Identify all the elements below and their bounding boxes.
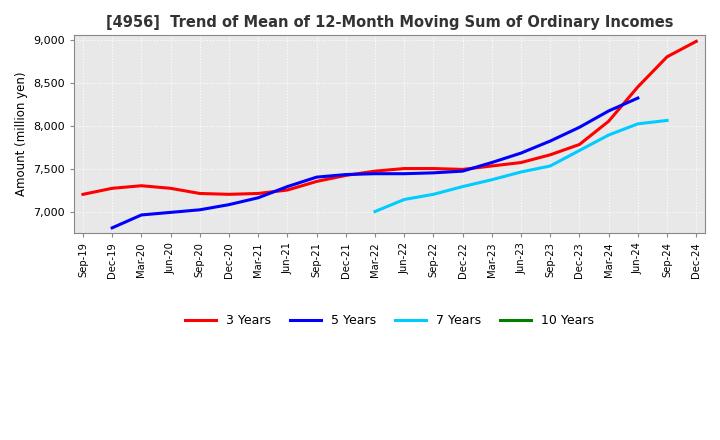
5 Years	[166, 210, 175, 215]
5 Years	[254, 195, 263, 200]
7 Years	[604, 132, 613, 138]
7 Years	[634, 121, 642, 126]
7 Years	[400, 197, 408, 202]
5 Years	[487, 160, 496, 165]
7 Years	[662, 118, 671, 123]
7 Years	[575, 148, 584, 153]
5 Years	[517, 150, 526, 156]
3 Years	[195, 191, 204, 196]
5 Years	[634, 95, 642, 101]
3 Years	[371, 169, 379, 174]
3 Years	[429, 166, 438, 171]
Line: 7 Years: 7 Years	[375, 121, 667, 212]
Title: [4956]  Trend of Mean of 12-Month Moving Sum of Ordinary Incomes: [4956] Trend of Mean of 12-Month Moving …	[106, 15, 673, 30]
5 Years	[546, 139, 554, 144]
3 Years	[108, 186, 117, 191]
3 Years	[459, 167, 467, 172]
5 Years	[604, 108, 613, 114]
Legend: 3 Years, 5 Years, 7 Years, 10 Years: 3 Years, 5 Years, 7 Years, 10 Years	[185, 314, 594, 327]
3 Years	[487, 163, 496, 169]
5 Years	[459, 169, 467, 174]
7 Years	[459, 184, 467, 189]
5 Years	[283, 184, 292, 189]
3 Years	[78, 192, 87, 197]
5 Years	[429, 170, 438, 176]
3 Years	[283, 187, 292, 193]
5 Years	[341, 172, 350, 177]
3 Years	[604, 119, 613, 124]
Line: 3 Years: 3 Years	[83, 41, 696, 194]
5 Years	[108, 225, 117, 231]
3 Years	[546, 152, 554, 158]
3 Years	[400, 166, 408, 171]
5 Years	[312, 175, 321, 180]
7 Years	[517, 169, 526, 175]
3 Years	[341, 173, 350, 178]
3 Years	[692, 39, 701, 44]
3 Years	[254, 191, 263, 196]
5 Years	[137, 213, 145, 218]
3 Years	[575, 142, 584, 147]
7 Years	[487, 177, 496, 182]
3 Years	[517, 160, 526, 165]
5 Years	[371, 171, 379, 176]
5 Years	[575, 125, 584, 130]
Y-axis label: Amount (million yen): Amount (million yen)	[15, 72, 28, 196]
7 Years	[429, 192, 438, 197]
3 Years	[225, 192, 233, 197]
3 Years	[166, 186, 175, 191]
5 Years	[195, 207, 204, 213]
5 Years	[225, 202, 233, 207]
7 Years	[546, 163, 554, 169]
Line: 5 Years: 5 Years	[112, 98, 638, 228]
3 Years	[662, 54, 671, 59]
5 Years	[400, 171, 408, 176]
3 Years	[634, 84, 642, 90]
3 Years	[137, 183, 145, 188]
3 Years	[312, 179, 321, 184]
7 Years	[371, 209, 379, 214]
